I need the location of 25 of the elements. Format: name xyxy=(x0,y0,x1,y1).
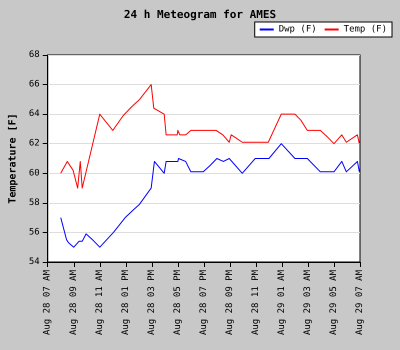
x-tick-label: Aug 28 09 AM xyxy=(68,269,79,336)
x-tick-label: Aug 28 11 PM xyxy=(250,269,261,336)
y-tick-label: 66 xyxy=(28,80,40,90)
y-axis-title: Temperature [F] xyxy=(8,113,18,204)
y-tick-label: 68 xyxy=(28,50,40,60)
y-tick-label: 60 xyxy=(28,168,40,178)
x-tick-label: Aug 29 01 AM xyxy=(276,269,287,336)
y-tick-label: 54 xyxy=(28,257,40,267)
chart-title: 24 h Meteogram for AMES xyxy=(124,8,276,21)
x-tick-label: Aug 29 07 AM xyxy=(355,269,365,336)
x-tick-label: Aug 28 03 PM xyxy=(146,269,157,336)
x-tick-label: Aug 28 07 AM xyxy=(42,269,53,336)
x-tick-label: Aug 29 03 AM xyxy=(302,269,313,336)
x-tick-label: Aug 28 11 AM xyxy=(94,269,105,336)
legend-label: Temp (F) xyxy=(344,24,388,34)
y-tick-label: 56 xyxy=(28,227,40,238)
x-tick-label: Aug 28 09 PM xyxy=(224,269,235,336)
y-tick-label: 62 xyxy=(28,138,40,149)
x-tick-label: Aug 28 07 PM xyxy=(198,269,209,336)
legend-label: Dwp (F) xyxy=(278,24,317,34)
y-tick-label: 58 xyxy=(28,198,40,208)
y-tick-label: 64 xyxy=(28,109,40,120)
x-tick-label: Aug 29 05 AM xyxy=(328,269,339,336)
x-tick-label: Aug 28 01 PM xyxy=(120,269,131,336)
x-tick-label: Aug 28 05 PM xyxy=(172,269,183,336)
